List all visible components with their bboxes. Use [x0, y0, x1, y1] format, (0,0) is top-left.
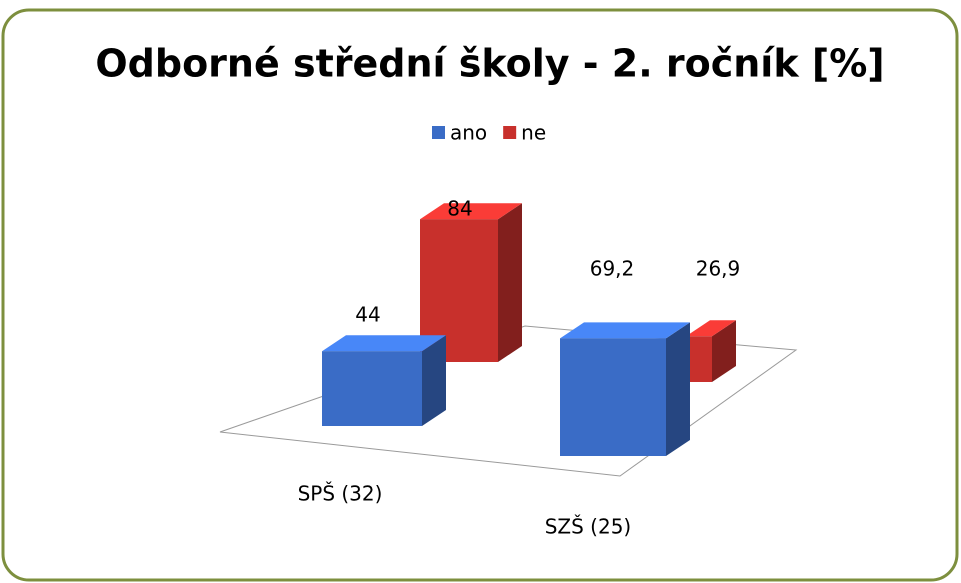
- data-label: 69,2: [590, 257, 635, 281]
- bars: [322, 203, 736, 456]
- legend-swatch: [503, 126, 517, 139]
- bar-side: [498, 203, 522, 362]
- bar-top: [322, 335, 446, 352]
- bar-front: [322, 351, 422, 426]
- x-tick-label: SPŠ (32): [298, 482, 383, 506]
- data-label: 84: [447, 197, 472, 221]
- bar-side: [712, 320, 736, 382]
- bar-front: [560, 338, 666, 456]
- x-tick-label: SZŠ (25): [545, 515, 632, 539]
- bar-side: [422, 335, 446, 426]
- chart-title: Odborné střední školy - 2. ročník [%]: [95, 42, 884, 86]
- legend-swatch: [432, 126, 445, 139]
- bar-top: [686, 320, 736, 337]
- bar-front: [686, 336, 712, 382]
- bar: [322, 335, 446, 426]
- bar-top: [560, 322, 690, 339]
- bar-top: [420, 203, 522, 220]
- bar-side: [666, 322, 690, 456]
- legend-label: ne: [521, 121, 546, 145]
- bar: [420, 203, 522, 362]
- bar: [560, 322, 690, 456]
- legend-label: ano: [450, 121, 487, 145]
- data-label: 26,9: [696, 257, 741, 281]
- bar: [686, 320, 736, 382]
- data-label: 44: [355, 303, 380, 327]
